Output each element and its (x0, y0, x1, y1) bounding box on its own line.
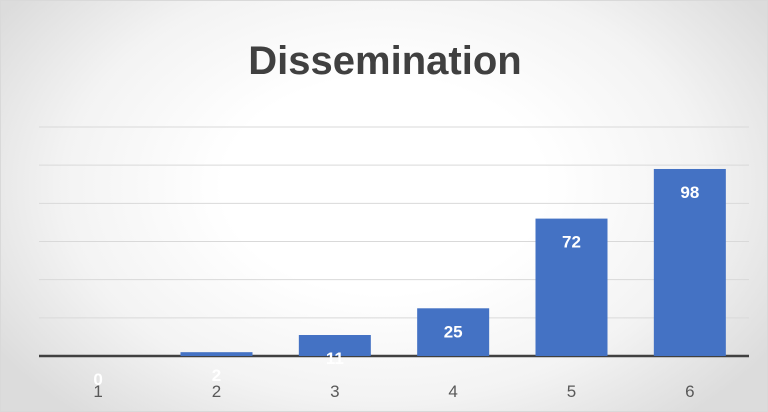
x-tick-label: 3 (330, 382, 339, 401)
data-label: 98 (680, 183, 699, 202)
x-tick-label: 5 (567, 382, 576, 401)
data-label: 2 (212, 366, 221, 385)
data-label: 11 (326, 349, 344, 368)
bar (417, 308, 490, 356)
x-tick-label: 2 (212, 382, 221, 401)
data-label: 0 (93, 370, 102, 389)
bar (180, 352, 253, 356)
data-label: 25 (444, 322, 463, 341)
x-tick-label: 4 (448, 382, 457, 401)
x-tick-label: 6 (685, 382, 694, 401)
bar (535, 218, 608, 356)
data-label: 72 (562, 233, 581, 252)
bar (653, 168, 726, 356)
x-tick-label: 1 (93, 382, 102, 401)
bar (298, 335, 371, 356)
chart-title: Dissemination (248, 39, 522, 83)
